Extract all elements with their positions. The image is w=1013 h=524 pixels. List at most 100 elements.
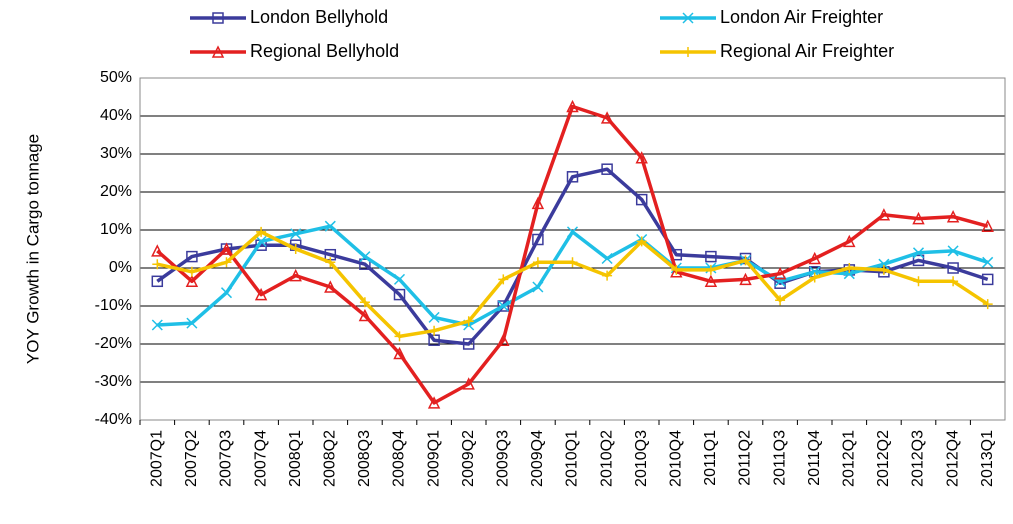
marker bbox=[532, 281, 544, 293]
marker bbox=[532, 233, 544, 246]
y-tick-label: 40% bbox=[100, 107, 132, 124]
legend-marker bbox=[683, 47, 693, 57]
marker bbox=[151, 319, 163, 331]
y-axis-label: YOY Growth in Cargo tonnage bbox=[23, 134, 42, 364]
marker bbox=[393, 273, 406, 285]
marker bbox=[220, 287, 233, 299]
marker bbox=[497, 300, 510, 312]
marker bbox=[393, 346, 406, 360]
y-tick-label: 30% bbox=[100, 145, 132, 162]
legend-marker bbox=[682, 12, 694, 24]
marker bbox=[152, 259, 163, 270]
x-tick-label: 2012Q1 bbox=[841, 430, 858, 487]
marker bbox=[913, 276, 924, 287]
marker bbox=[947, 245, 959, 257]
marker bbox=[221, 257, 232, 268]
marker bbox=[808, 251, 821, 265]
x-tick-label: 2007Q3 bbox=[218, 430, 235, 487]
x-tick-label: 2009Q1 bbox=[425, 430, 442, 487]
marker bbox=[670, 265, 683, 278]
marker bbox=[255, 235, 267, 247]
x-tick-label: 2010Q3 bbox=[633, 430, 650, 487]
x-tick-label: 2012Q2 bbox=[875, 430, 892, 487]
x-tick-label: 2011Q3 bbox=[771, 430, 788, 486]
marker bbox=[775, 295, 786, 306]
x-tick-label: 2011Q4 bbox=[806, 430, 823, 486]
x-tick-label: 2012Q4 bbox=[944, 430, 961, 487]
series-line bbox=[156, 104, 989, 405]
marker bbox=[462, 338, 475, 350]
x-tick-label: 2010Q1 bbox=[564, 430, 581, 487]
legend-label: Regional Bellyhold bbox=[250, 41, 399, 61]
y-tick-label: 50% bbox=[100, 69, 132, 86]
marker bbox=[254, 287, 268, 301]
marker bbox=[186, 317, 198, 329]
legend-label: London Air Freighter bbox=[720, 7, 883, 27]
x-tick-label: 2011Q2 bbox=[737, 430, 754, 486]
legend-label: London Bellyhold bbox=[250, 7, 388, 27]
legend-marker bbox=[212, 12, 224, 24]
marker bbox=[256, 226, 267, 237]
marker bbox=[324, 220, 336, 232]
marker bbox=[289, 268, 302, 282]
marker bbox=[705, 250, 717, 263]
y-tick-label: -20% bbox=[95, 335, 132, 352]
marker bbox=[982, 299, 993, 310]
marker bbox=[567, 257, 578, 268]
x-tick-label: 2008Q4 bbox=[391, 430, 408, 487]
marker bbox=[947, 262, 959, 274]
marker bbox=[428, 311, 440, 323]
y-tick-label: 10% bbox=[100, 221, 132, 238]
marker bbox=[809, 272, 820, 283]
marker bbox=[982, 256, 994, 268]
x-tick-label: 2008Q2 bbox=[322, 430, 339, 487]
marker bbox=[358, 308, 372, 322]
y-tick-label: -40% bbox=[95, 411, 132, 428]
marker bbox=[912, 211, 925, 225]
marker bbox=[359, 297, 370, 308]
marker bbox=[220, 242, 233, 255]
marker bbox=[463, 316, 474, 327]
marker bbox=[946, 210, 960, 223]
x-tick-label: 2008Q1 bbox=[287, 430, 304, 487]
marker bbox=[186, 250, 198, 263]
marker bbox=[601, 163, 613, 175]
y-tick-label: 0% bbox=[109, 259, 132, 276]
marker bbox=[739, 272, 752, 286]
marker bbox=[912, 254, 925, 267]
marker bbox=[359, 251, 371, 263]
marker bbox=[948, 276, 959, 287]
marker bbox=[671, 264, 682, 275]
marker bbox=[324, 280, 337, 293]
marker bbox=[704, 274, 718, 288]
series-line bbox=[156, 167, 989, 346]
marker bbox=[498, 274, 509, 285]
marker bbox=[290, 244, 301, 254]
x-tick-label: 2013Q1 bbox=[979, 430, 996, 487]
marker bbox=[186, 266, 197, 277]
x-tick-label: 2007Q2 bbox=[183, 430, 200, 487]
marker bbox=[325, 257, 336, 268]
y-tick-label: 20% bbox=[100, 183, 132, 200]
x-tick-label: 2011Q1 bbox=[702, 430, 719, 486]
marker bbox=[566, 171, 579, 183]
marker bbox=[566, 99, 579, 113]
marker bbox=[602, 270, 613, 281]
plot-border bbox=[139, 77, 1006, 421]
marker bbox=[394, 331, 405, 342]
legend-marker bbox=[211, 45, 225, 58]
marker bbox=[877, 208, 891, 221]
marker bbox=[531, 196, 545, 210]
marker bbox=[740, 255, 751, 266]
x-tick-label: 2007Q1 bbox=[149, 430, 166, 487]
marker bbox=[635, 151, 648, 164]
marker bbox=[393, 288, 406, 301]
marker bbox=[532, 257, 543, 268]
marker bbox=[912, 247, 925, 259]
marker bbox=[359, 258, 371, 270]
x-tick-label: 2009Q4 bbox=[529, 430, 546, 487]
marker bbox=[636, 236, 647, 247]
x-tick-label: 2009Q2 bbox=[460, 430, 477, 487]
marker bbox=[566, 226, 579, 238]
marker bbox=[600, 111, 614, 124]
